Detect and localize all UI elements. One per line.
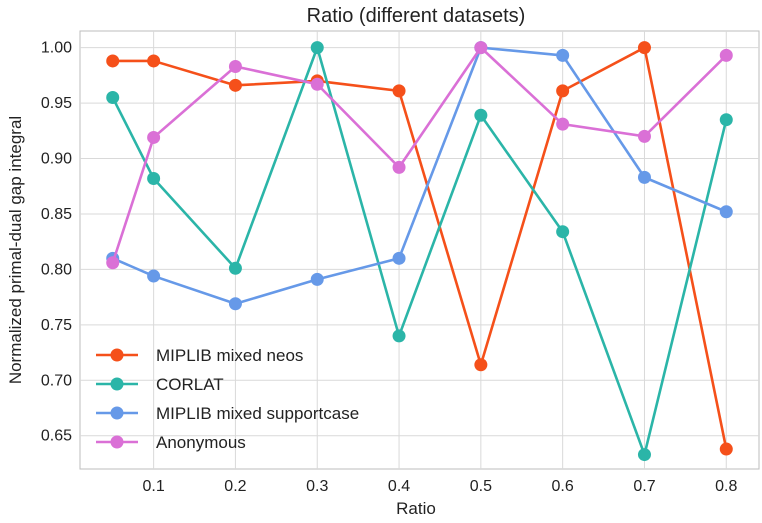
data-point [147,269,161,283]
y-tick-label: 0.70 [41,372,72,389]
data-point [228,297,242,311]
data-point [310,41,324,55]
x-tick-label: 0.8 [715,478,737,495]
series-2 [106,41,733,311]
data-point [474,41,488,55]
data-point [228,59,242,73]
data-point [556,48,570,62]
legend-label: MIPLIB mixed supportcase [156,404,359,423]
x-tick-label: 0.5 [470,478,492,495]
y-tick-label: 0.95 [41,95,72,112]
data-point [637,448,651,462]
data-point [106,91,120,105]
legend-item: MIPLIB mixed supportcase [96,404,359,423]
data-point [719,205,733,219]
data-point [392,84,406,98]
y-tick-labels: 0.65 0.70 0.75 0.80 0.85 0.90 0.95 1.00 [41,40,72,445]
legend-label: Anonymous [156,433,246,452]
data-point [719,442,733,456]
y-tick-label: 0.80 [41,261,72,278]
x-tick-label: 0.6 [552,478,574,495]
data-point [392,329,406,343]
data-point [637,129,651,143]
data-point [637,170,651,184]
legend-item: MIPLIB mixed neos [96,346,303,365]
x-tick-labels: 0.1 0.2 0.3 0.4 0.5 0.6 0.7 0.8 [143,478,738,495]
series-3 [106,41,733,270]
y-tick-label: 0.85 [41,206,72,223]
x-tick-label: 0.3 [306,478,328,495]
data-point [637,41,651,55]
data-point [310,272,324,286]
chart-title: Ratio (different datasets) [307,5,526,27]
data-point [310,77,324,91]
y-tick-label: 0.90 [41,151,72,168]
legend-marker [110,377,124,391]
data-point [392,160,406,174]
x-tick-label: 0.7 [633,478,655,495]
data-point [556,225,570,239]
legend-item: Anonymous [96,433,246,452]
data-point [556,117,570,131]
data-point [147,130,161,144]
data-point [719,113,733,127]
data-point [392,251,406,265]
series-0 [106,41,733,456]
legend-marker [110,348,124,362]
y-tick-label: 1.00 [41,40,72,57]
legend-marker [110,435,124,449]
data-point [228,78,242,92]
x-axis-label: Ratio [396,499,436,518]
data-point [474,358,488,372]
data-point [147,54,161,68]
legend-label: MIPLIB mixed neos [156,346,303,365]
x-tick-label: 0.2 [224,478,246,495]
x-tick-label: 0.4 [388,478,410,495]
y-tick-label: 0.75 [41,317,72,334]
legend-label: CORLAT [156,375,224,394]
data-point [147,171,161,185]
series-group [106,41,733,462]
series-1 [106,41,733,462]
legend: MIPLIB mixed neos CORLAT MIPLIB mixed supp… [96,346,359,452]
data-point [228,261,242,275]
legend-marker [110,406,124,420]
legend-item: CORLAT [96,375,224,394]
y-axis-label: Normalized primal-dual gap integral [6,116,25,384]
data-point [106,256,120,270]
data-point [106,54,120,68]
data-point [474,108,488,122]
data-point [719,48,733,62]
x-tick-label: 0.1 [143,478,165,495]
grid [80,31,759,469]
y-tick-label: 0.65 [41,428,72,445]
data-point [556,84,570,98]
